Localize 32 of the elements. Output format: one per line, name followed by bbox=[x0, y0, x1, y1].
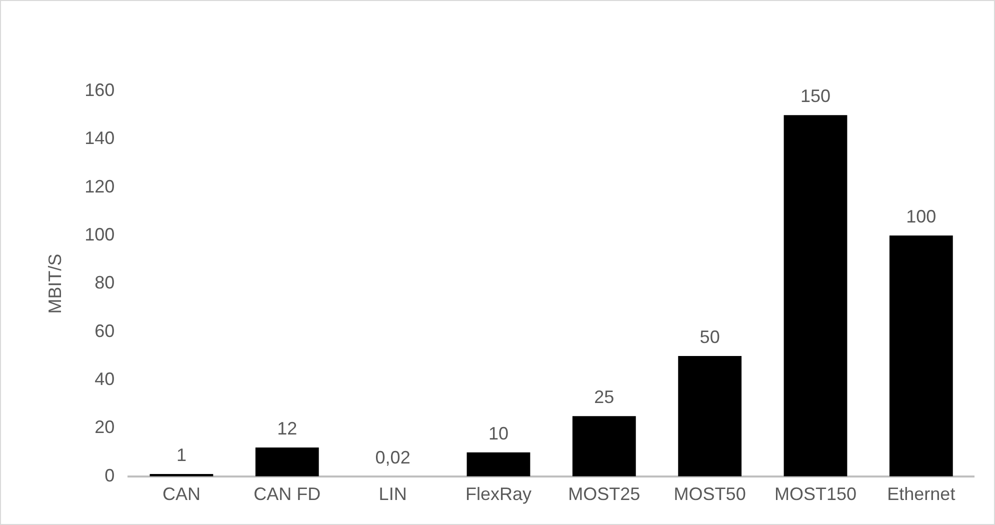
x-tick-label: LIN bbox=[378, 484, 407, 504]
data-label: 50 bbox=[700, 326, 720, 347]
data-label: 0,02 bbox=[375, 447, 410, 468]
data-label: 12 bbox=[277, 418, 298, 438]
x-tick-label: CAN FD bbox=[254, 484, 321, 504]
y-tick-label: 140 bbox=[84, 128, 115, 148]
y-axis-title: MBIT/S bbox=[44, 254, 65, 314]
x-tick-label: MOST150 bbox=[774, 484, 857, 504]
x-tick-label: CAN bbox=[162, 484, 200, 504]
data-label: 100 bbox=[906, 206, 936, 226]
bar bbox=[678, 356, 742, 476]
y-tick-label: 60 bbox=[94, 320, 115, 341]
y-tick-label: 80 bbox=[94, 272, 115, 293]
y-tick-label: 0 bbox=[104, 465, 115, 486]
bar bbox=[572, 416, 636, 476]
bar bbox=[255, 447, 319, 476]
x-tick-label: MOST50 bbox=[674, 484, 746, 504]
bar bbox=[889, 236, 953, 476]
y-tick-label: 20 bbox=[94, 417, 115, 438]
x-tick-label: FlexRay bbox=[465, 484, 532, 504]
y-tick-label: 100 bbox=[84, 224, 115, 244]
y-tick-label: 40 bbox=[94, 369, 115, 390]
data-label: 10 bbox=[488, 423, 508, 444]
y-tick-label: 120 bbox=[84, 176, 115, 196]
x-tick-label: Ethernet bbox=[887, 484, 956, 504]
bar bbox=[466, 452, 530, 476]
y-tick-label: 160 bbox=[84, 80, 115, 100]
data-label: 1 bbox=[176, 444, 186, 465]
bar bbox=[784, 115, 848, 476]
data-label: 25 bbox=[594, 387, 614, 408]
x-tick-label: MOST25 bbox=[568, 484, 640, 504]
data-label: 150 bbox=[800, 86, 831, 106]
